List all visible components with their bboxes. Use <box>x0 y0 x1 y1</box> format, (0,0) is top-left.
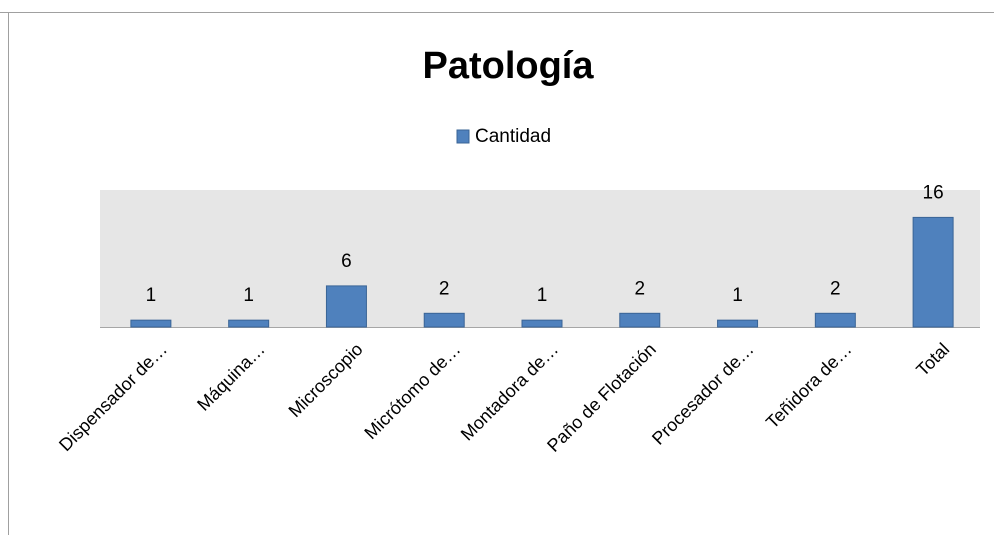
data-label: 2 <box>439 278 450 299</box>
data-label: 2 <box>830 278 841 299</box>
x-tick-label: Montadora de… <box>457 339 562 444</box>
data-label: 1 <box>146 285 157 306</box>
bar <box>130 319 172 328</box>
bar <box>717 319 759 328</box>
data-label: 1 <box>243 285 254 306</box>
x-tick-label: Procesador de… <box>648 339 758 449</box>
bar <box>912 216 954 328</box>
bar <box>325 285 367 328</box>
data-label: 16 <box>923 182 944 203</box>
plot-area <box>100 190 980 327</box>
x-tick-label: Dispensador de… <box>55 339 171 455</box>
x-tick-label: Microscopio <box>285 339 367 421</box>
x-tick-label: Máquina… <box>193 339 269 415</box>
data-label: 1 <box>732 285 743 306</box>
legend-label: Cantidad <box>475 126 551 147</box>
data-label: 2 <box>634 278 645 299</box>
data-label: 1 <box>537 285 548 306</box>
bar <box>814 312 856 328</box>
bar <box>619 312 661 328</box>
x-tick-label: Total <box>912 339 953 380</box>
bar <box>521 319 563 328</box>
data-label: 6 <box>341 251 352 272</box>
bar <box>423 312 465 328</box>
x-tick-label: Teñidora de… <box>762 339 855 432</box>
legend-swatch <box>456 129 470 144</box>
chart-title: Patología <box>422 45 594 87</box>
x-tick-label: Micrótomo de… <box>360 339 464 443</box>
x-tick-label: Paño de Flotación <box>543 339 660 456</box>
bar <box>228 319 270 328</box>
